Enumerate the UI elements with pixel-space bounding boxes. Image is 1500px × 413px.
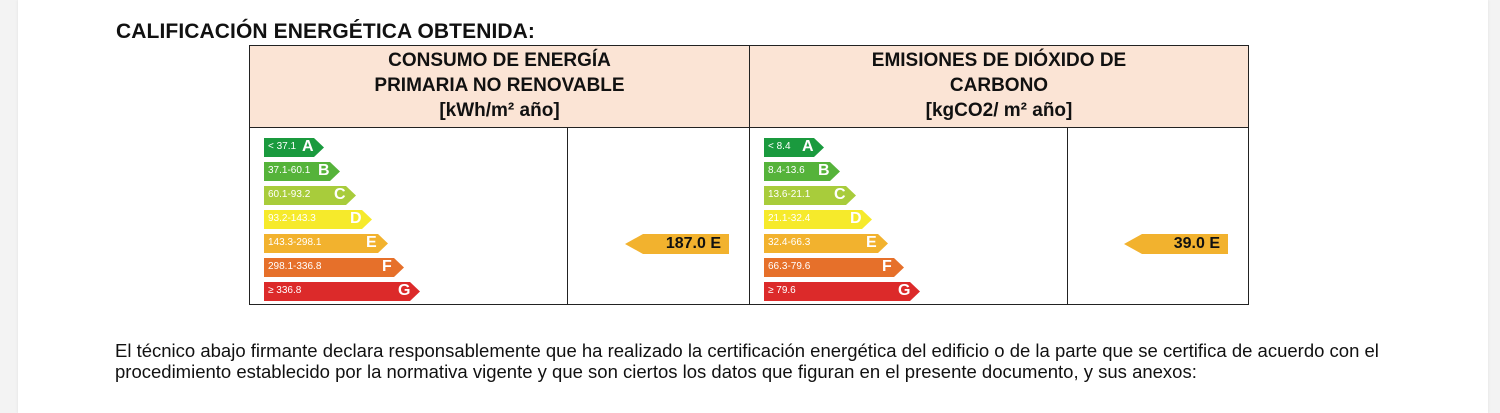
energy-band-b: 37.1-60.1 B — [264, 162, 340, 181]
emissions-header-line-2: CARBONO — [949, 75, 1049, 96]
energy-band-a-arrow — [264, 138, 324, 157]
emissions-band-f-letter: F — [882, 258, 892, 275]
energy-band-b-arrow — [264, 162, 340, 181]
energy-band-f-arrow — [264, 258, 404, 277]
declaration-paragraph: El técnico abajo firmante declara respon… — [115, 340, 1379, 382]
energy-band-b-range: 37.1-60.1 — [268, 165, 311, 176]
energy-band-c-range: 60.1-93.2 — [268, 189, 311, 200]
section-heading: CALIFICACIÓN ENERGÉTICA OBTENIDA: — [116, 20, 536, 43]
energy-header-line-1: CONSUMO DE ENERGÍA — [388, 50, 611, 71]
energy-band-a-letter: A — [302, 138, 314, 155]
energy-band-f-letter: F — [382, 258, 392, 275]
energy-band-d-letter: D — [350, 210, 362, 227]
emissions-header: EMISIONES DE DIÓXIDO DE CARBONO [kgCO2/ … — [750, 46, 1248, 128]
energy-band-f-range: 298.1-336.8 — [268, 261, 322, 272]
energy-band-c-arrow — [264, 186, 356, 205]
energy-band-g: ≥ 336.8 G — [264, 282, 420, 301]
energy-band-a-range: < 37.1 — [268, 141, 297, 152]
emissions-band-b-letter: B — [818, 162, 830, 179]
emissions-band-c-arrow — [764, 186, 856, 205]
emissions-band-c: 13.6-21.1 C — [764, 186, 856, 205]
emissions-band-c-letter: C — [834, 186, 846, 203]
energy-band-d: 93.2-143.3 D — [264, 210, 372, 229]
emissions-band-d-range: 21.1-32.4 — [768, 213, 811, 224]
emissions-band-e-range: 32.4-66.3 — [768, 237, 811, 248]
emissions-band-e-arrow — [764, 234, 888, 253]
document-page: CALIFICACIÓN ENERGÉTICA OBTENIDA: CONSUM… — [18, 0, 1488, 413]
energy-band-d-arrow — [264, 210, 372, 229]
emissions-band-d-letter: D — [850, 210, 862, 227]
emissions-band-d-arrow — [764, 210, 872, 229]
energy-band-a: < 37.1 A — [264, 138, 324, 157]
energy-band-b-letter: B — [318, 162, 330, 179]
energy-band-c-letter: C — [334, 186, 346, 203]
emissions-band-g-arrow — [764, 282, 920, 301]
energy-result-value: 187.0 E — [665, 235, 721, 252]
emissions-result-cell: 39.0 E — [1068, 128, 1248, 304]
rating-table: CONSUMO DE ENERGÍA PRIMARIA NO RENOVABLE… — [249, 45, 1249, 305]
emissions-band-f: 66.3-79.6 F — [764, 258, 904, 277]
declaration-text: El técnico abajo firmante declara respon… — [115, 340, 1387, 382]
energy-result-arrow-shape — [625, 234, 729, 254]
emissions-band-f-arrow — [764, 258, 904, 277]
emissions-band-a-arrow — [764, 138, 824, 157]
emissions-band-f-range: 66.3-79.6 — [768, 261, 811, 272]
emissions-header-line-1: EMISIONES DE DIÓXIDO DE — [871, 50, 1127, 71]
energy-band-g-arrow — [264, 282, 420, 301]
emissions-band-g-letter: G — [898, 282, 911, 299]
energy-band-f: 298.1-336.8 F — [264, 258, 404, 277]
energy-header-unit: [kWh/m² año] — [439, 100, 560, 121]
energy-header-line-2: PRIMARIA NO RENOVABLE — [374, 75, 625, 96]
energy-band-c: 60.1-93.2 C — [264, 186, 356, 205]
emissions-band-g-range: ≥ 79.6 — [768, 285, 796, 296]
energy-band-e-range: 143.3-298.1 — [268, 237, 322, 248]
emissions-band-a: < 8.4 A — [764, 138, 824, 157]
energy-result-arrow: 187.0 E — [625, 234, 729, 254]
energy-result-cell: 187.0 E — [568, 128, 750, 304]
emissions-header-unit: [kgCO2/ m² año] — [925, 100, 1073, 121]
energy-band-d-range: 93.2-143.3 — [268, 213, 316, 224]
energy-header: CONSUMO DE ENERGÍA PRIMARIA NO RENOVABLE… — [250, 46, 750, 128]
energy-band-e: 143.3-298.1 E — [264, 234, 388, 253]
emissions-band-d: 21.1-32.4 D — [764, 210, 872, 229]
energy-band-e-arrow — [264, 234, 388, 253]
emissions-band-b-range: 8.4-13.6 — [768, 165, 805, 176]
emissions-band-a-letter: A — [802, 138, 814, 155]
emissions-band-a-range: < 8.4 — [768, 141, 791, 152]
emissions-band-b-arrow — [764, 162, 840, 181]
energy-scale-cell: < 37.1 A 37.1-60.1 B 60.1-93.2 C 93.2-143.3 D 14… — [250, 128, 568, 304]
energy-band-e-letter: E — [366, 234, 377, 251]
emissions-result-arrow-shape — [1124, 234, 1228, 254]
emissions-band-b: 8.4-13.6 B — [764, 162, 840, 181]
emissions-result-arrow: 39.0 E — [1124, 234, 1228, 254]
emissions-band-g: ≥ 79.6 G — [764, 282, 920, 301]
emissions-scale-cell: < 8.4 A 8.4-13.6 B 13.6-21.1 C 21.1-32.4 D 32.4-… — [750, 128, 1068, 304]
energy-band-g-letter: G — [398, 282, 411, 299]
energy-band-g-range: ≥ 336.8 — [268, 285, 302, 296]
emissions-band-e: 32.4-66.3 E — [764, 234, 888, 253]
emissions-band-e-letter: E — [866, 234, 877, 251]
emissions-result-value: 39.0 E — [1173, 235, 1220, 252]
emissions-band-c-range: 13.6-21.1 — [768, 189, 811, 200]
